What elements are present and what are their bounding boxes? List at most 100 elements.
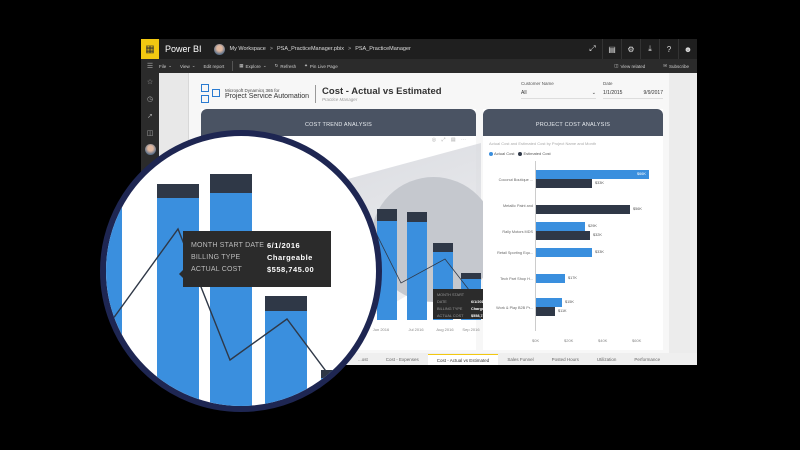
toolbar-right: ◫ View related ✉ Subscribe bbox=[614, 59, 697, 73]
psa-logo-icon bbox=[201, 84, 221, 104]
favorites-icon[interactable]: ☆ bbox=[146, 78, 154, 86]
breadcrumb-workspace[interactable]: My Workspace bbox=[229, 46, 266, 52]
date-range[interactable]: 1/1/2015 9/9/2017 bbox=[603, 90, 663, 99]
actual-bar[interactable] bbox=[536, 248, 592, 257]
legend-dot-icon bbox=[518, 151, 523, 156]
tooltip-key: BILLING TYPE bbox=[437, 307, 463, 311]
tab-cost-expenses[interactable]: Cost - Expenses bbox=[385, 357, 419, 362]
bar-value: $56K bbox=[633, 207, 642, 211]
bar-value: $33K bbox=[595, 181, 604, 185]
legend-item-actual[interactable]: Actual Cost bbox=[489, 151, 514, 156]
actual-bar[interactable] bbox=[536, 274, 565, 283]
tab-utilization[interactable]: Utilization bbox=[596, 357, 617, 362]
tooltip-key: MONTH START DATE bbox=[191, 242, 265, 249]
user-avatar[interactable] bbox=[144, 144, 156, 155]
comment-icon[interactable]: ▤ bbox=[602, 39, 621, 59]
trend-bar[interactable] bbox=[377, 209, 397, 320]
refresh-icon: ↻ bbox=[274, 63, 279, 68]
customer-value: All bbox=[521, 90, 527, 96]
zoomed-bar bbox=[157, 184, 199, 406]
bar-value: $29K bbox=[588, 224, 597, 228]
customer-dropdown[interactable]: All ⌄ bbox=[521, 90, 596, 99]
actual-bar[interactable] bbox=[536, 298, 562, 307]
tab-cost-actual-vs-estimated[interactable]: Cost - Actual vs Estimated bbox=[427, 354, 499, 365]
download-icon[interactable]: ⤓ bbox=[640, 39, 659, 59]
x-tick: $0K bbox=[532, 338, 540, 343]
zoomed-trend-line bbox=[106, 227, 347, 399]
product-line2: Project Service Automation bbox=[225, 92, 310, 100]
help-icon[interactable]: ? bbox=[659, 39, 678, 59]
bar-value: $32K bbox=[593, 233, 602, 237]
file-menu[interactable]: File ⌄ bbox=[159, 63, 172, 69]
project-cost-subtitle: Actual Cost and Estimated Cost by Projec… bbox=[489, 141, 597, 146]
pin-label: Pin Live Page bbox=[309, 63, 338, 69]
category-label: Retail Sporting Equ... bbox=[497, 251, 533, 255]
breadcrumb-pbix[interactable]: PSA_PracticeManager.pbix bbox=[277, 46, 344, 52]
tooltip-key: ACTUAL COST bbox=[191, 266, 242, 273]
app-launcher-icon[interactable]: ▦ bbox=[141, 39, 159, 59]
category-label: Rally Motors MDS bbox=[502, 230, 533, 234]
view-related-button[interactable]: ◫ View related bbox=[614, 63, 645, 69]
tooltip-value: $558,745.00 bbox=[267, 265, 315, 274]
estimated-bar[interactable] bbox=[536, 231, 590, 240]
workspace-avatar bbox=[213, 43, 225, 55]
tab-performance[interactable]: Performance bbox=[634, 357, 661, 362]
tab-cost[interactable]: ...ost bbox=[358, 357, 368, 362]
actual-bar[interactable] bbox=[536, 170, 649, 179]
page-title: Cost - Actual vs Estimated bbox=[322, 86, 442, 97]
refresh-label: Refresh bbox=[280, 63, 297, 69]
trend-line bbox=[360, 202, 474, 296]
tab-sales-funnel[interactable]: Sales Funnel bbox=[507, 357, 534, 362]
visual-header-icons[interactable]: ◎ ⤢ ▤ ⋯ bbox=[431, 137, 468, 143]
tab-posted-hours[interactable]: Posted Hours bbox=[551, 357, 579, 362]
zoomed-bar bbox=[210, 174, 252, 406]
tooltip-value: Chargeable bbox=[267, 253, 313, 262]
date-to[interactable]: 9/9/2017 bbox=[643, 90, 663, 96]
subscribe-button[interactable]: ✉ Subscribe bbox=[663, 63, 689, 69]
tooltip-value: $558,745.00 bbox=[471, 314, 493, 318]
report-header: Microsoft Dynamics 365 for Project Servi… bbox=[201, 81, 442, 107]
bar-value: $66K bbox=[637, 172, 646, 176]
estimated-bar[interactable] bbox=[536, 307, 555, 316]
pin-live-page-button[interactable]: ✦ Pin Live Page bbox=[304, 63, 338, 69]
gear-icon[interactable]: ⚙ bbox=[621, 39, 640, 59]
product-line1: Microsoft Dynamics 365 for bbox=[225, 87, 280, 93]
apps-icon[interactable]: ➚ bbox=[147, 112, 153, 120]
date-slicer-label: Date bbox=[603, 81, 613, 86]
recent-icon[interactable]: ◷ bbox=[146, 95, 154, 103]
shared-icon[interactable]: ◫ bbox=[146, 129, 154, 137]
project-cost-title: PROJECT COST ANALYSIS bbox=[483, 109, 663, 136]
report-title-block: Cost - Actual vs Estimated Practice Mana… bbox=[322, 86, 441, 102]
date-slicer[interactable]: Date 1/1/2015 9/9/2017 bbox=[603, 81, 663, 99]
tooltip-zoomed: MONTH START DATE 6/1/2016 BILLING TYPE Cha… bbox=[179, 231, 331, 287]
zoomed-bar bbox=[106, 186, 122, 406]
refresh-button[interactable]: ↻ Refresh bbox=[275, 63, 297, 69]
smiley-icon[interactable]: ☻ bbox=[678, 39, 697, 59]
legend-item-estimated[interactable]: Estimated Cost bbox=[518, 151, 551, 156]
x-tick: $40K bbox=[598, 338, 608, 343]
trend-bar[interactable] bbox=[407, 212, 427, 320]
page-subtitle: Practice Manager bbox=[322, 97, 358, 102]
x-tick: $20K bbox=[564, 338, 574, 343]
view-menu[interactable]: View ⌄ bbox=[180, 63, 195, 69]
customer-slicer[interactable]: Customer Name All ⌄ bbox=[521, 81, 596, 99]
actual-bar[interactable] bbox=[536, 222, 585, 231]
expand-icon[interactable]: ⤢ bbox=[589, 44, 596, 53]
explore-menu[interactable]: ▦ Explore ⌄ bbox=[239, 63, 266, 69]
category-label: Coconut Boutique ... bbox=[498, 178, 533, 182]
y-axis-line bbox=[535, 161, 536, 331]
date-from[interactable]: 1/1/2015 bbox=[603, 90, 623, 96]
file-label: File bbox=[159, 63, 167, 69]
estimated-bar[interactable] bbox=[536, 179, 592, 188]
estimated-bar[interactable] bbox=[536, 205, 630, 214]
bar-value: $33K bbox=[595, 250, 604, 254]
category-label: Metallic Paint and bbox=[503, 204, 533, 208]
zoomed-bar bbox=[321, 370, 363, 406]
mail-icon: ✉ bbox=[663, 63, 667, 68]
edit-report-button[interactable]: Edit report bbox=[203, 63, 225, 69]
x-axis-label: Sep 2016 bbox=[462, 327, 480, 332]
category-label: Work & Play B2B Pr... bbox=[496, 306, 533, 310]
tooltip-key: BILLING TYPE bbox=[191, 254, 241, 261]
hamburger-icon[interactable]: ☰ bbox=[146, 63, 154, 70]
